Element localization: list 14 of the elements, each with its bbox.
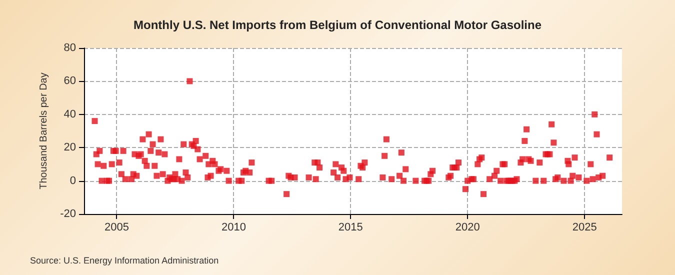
y-tick-label: 40 — [64, 108, 76, 120]
x-tick-label: 2010 — [221, 222, 246, 234]
source-note: Source: U.S. Energy Information Administration — [30, 256, 219, 266]
y-tick-label: 80 — [64, 42, 76, 54]
y-tick-label: 20 — [64, 142, 76, 154]
y-tick-label: -20 — [60, 208, 76, 220]
x-tick-label: 2020 — [455, 222, 480, 234]
y-tick-label: 0 — [70, 174, 76, 187]
y-tick-label: 60 — [64, 75, 76, 88]
x-tick-label: 2025 — [572, 222, 597, 234]
x-tick-label: 2005 — [104, 222, 129, 234]
y-axis-title: Thousand Barrels per Day — [38, 72, 50, 190]
chart-title: Monthly U.S. Net Imports from Belgium of Conventional Motor Gasoline — [133, 18, 542, 32]
x-tick-label: 2015 — [338, 222, 363, 234]
